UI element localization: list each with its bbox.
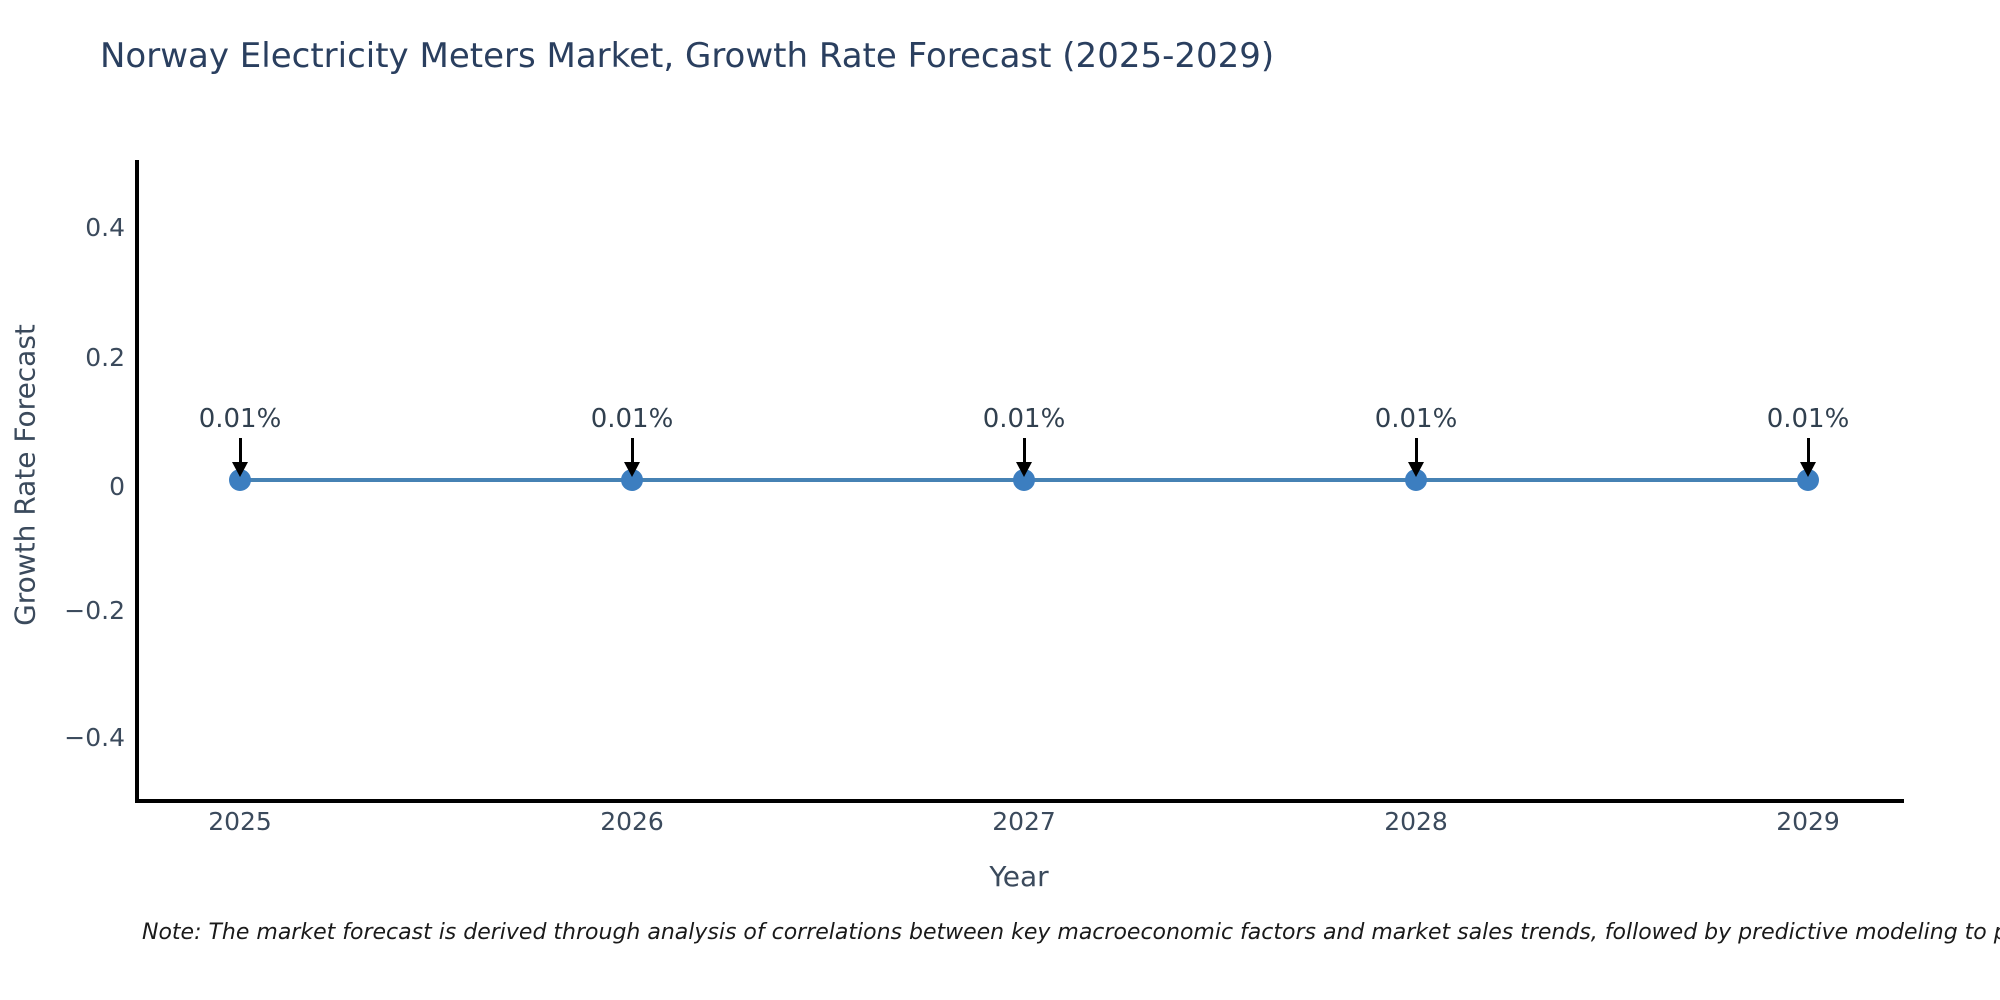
point-annotation: 0.01% bbox=[982, 404, 1066, 434]
x-axis-title: Year bbox=[989, 860, 1049, 893]
point-annotation: 0.01% bbox=[1374, 404, 1458, 434]
y-tick-label: 0.2 bbox=[85, 343, 125, 372]
annotation-arrow-icon bbox=[631, 438, 634, 464]
y-tick-label: 0.4 bbox=[85, 213, 125, 242]
x-tick-label: 2025 bbox=[208, 807, 272, 836]
chart-title: Norway Electricity Meters Market, Growth… bbox=[100, 36, 1275, 76]
point-annotation: 0.01% bbox=[590, 404, 674, 434]
annotation-arrowhead-icon bbox=[1800, 462, 1816, 477]
y-tick-label: 0 bbox=[109, 472, 125, 501]
point-annotation: 0.01% bbox=[1766, 404, 1850, 434]
x-axis-line bbox=[135, 799, 1904, 803]
y-tick-label: −0.2 bbox=[64, 596, 125, 625]
x-tick-label: 2027 bbox=[992, 807, 1056, 836]
y-axis-line bbox=[135, 160, 139, 803]
x-tick-label: 2029 bbox=[1776, 807, 1840, 836]
y-tick-label: −0.4 bbox=[64, 723, 125, 752]
annotation-arrow-icon bbox=[1023, 438, 1026, 464]
point-annotation: 0.01% bbox=[198, 404, 282, 434]
annotation-arrow-icon bbox=[239, 438, 242, 464]
annotation-arrowhead-icon bbox=[624, 462, 640, 477]
annotation-arrow-icon bbox=[1415, 438, 1418, 464]
annotation-arrowhead-icon bbox=[1408, 462, 1424, 477]
annotation-arrowhead-icon bbox=[232, 462, 248, 477]
x-tick-label: 2026 bbox=[600, 807, 664, 836]
footnote: Note: The market forecast is derived thr… bbox=[142, 920, 2000, 945]
y-axis-title: Growth Rate Forecast bbox=[8, 324, 42, 626]
annotation-arrowhead-icon bbox=[1016, 462, 1032, 477]
x-tick-label: 2028 bbox=[1384, 807, 1448, 836]
annotation-arrow-icon bbox=[1807, 438, 1810, 464]
